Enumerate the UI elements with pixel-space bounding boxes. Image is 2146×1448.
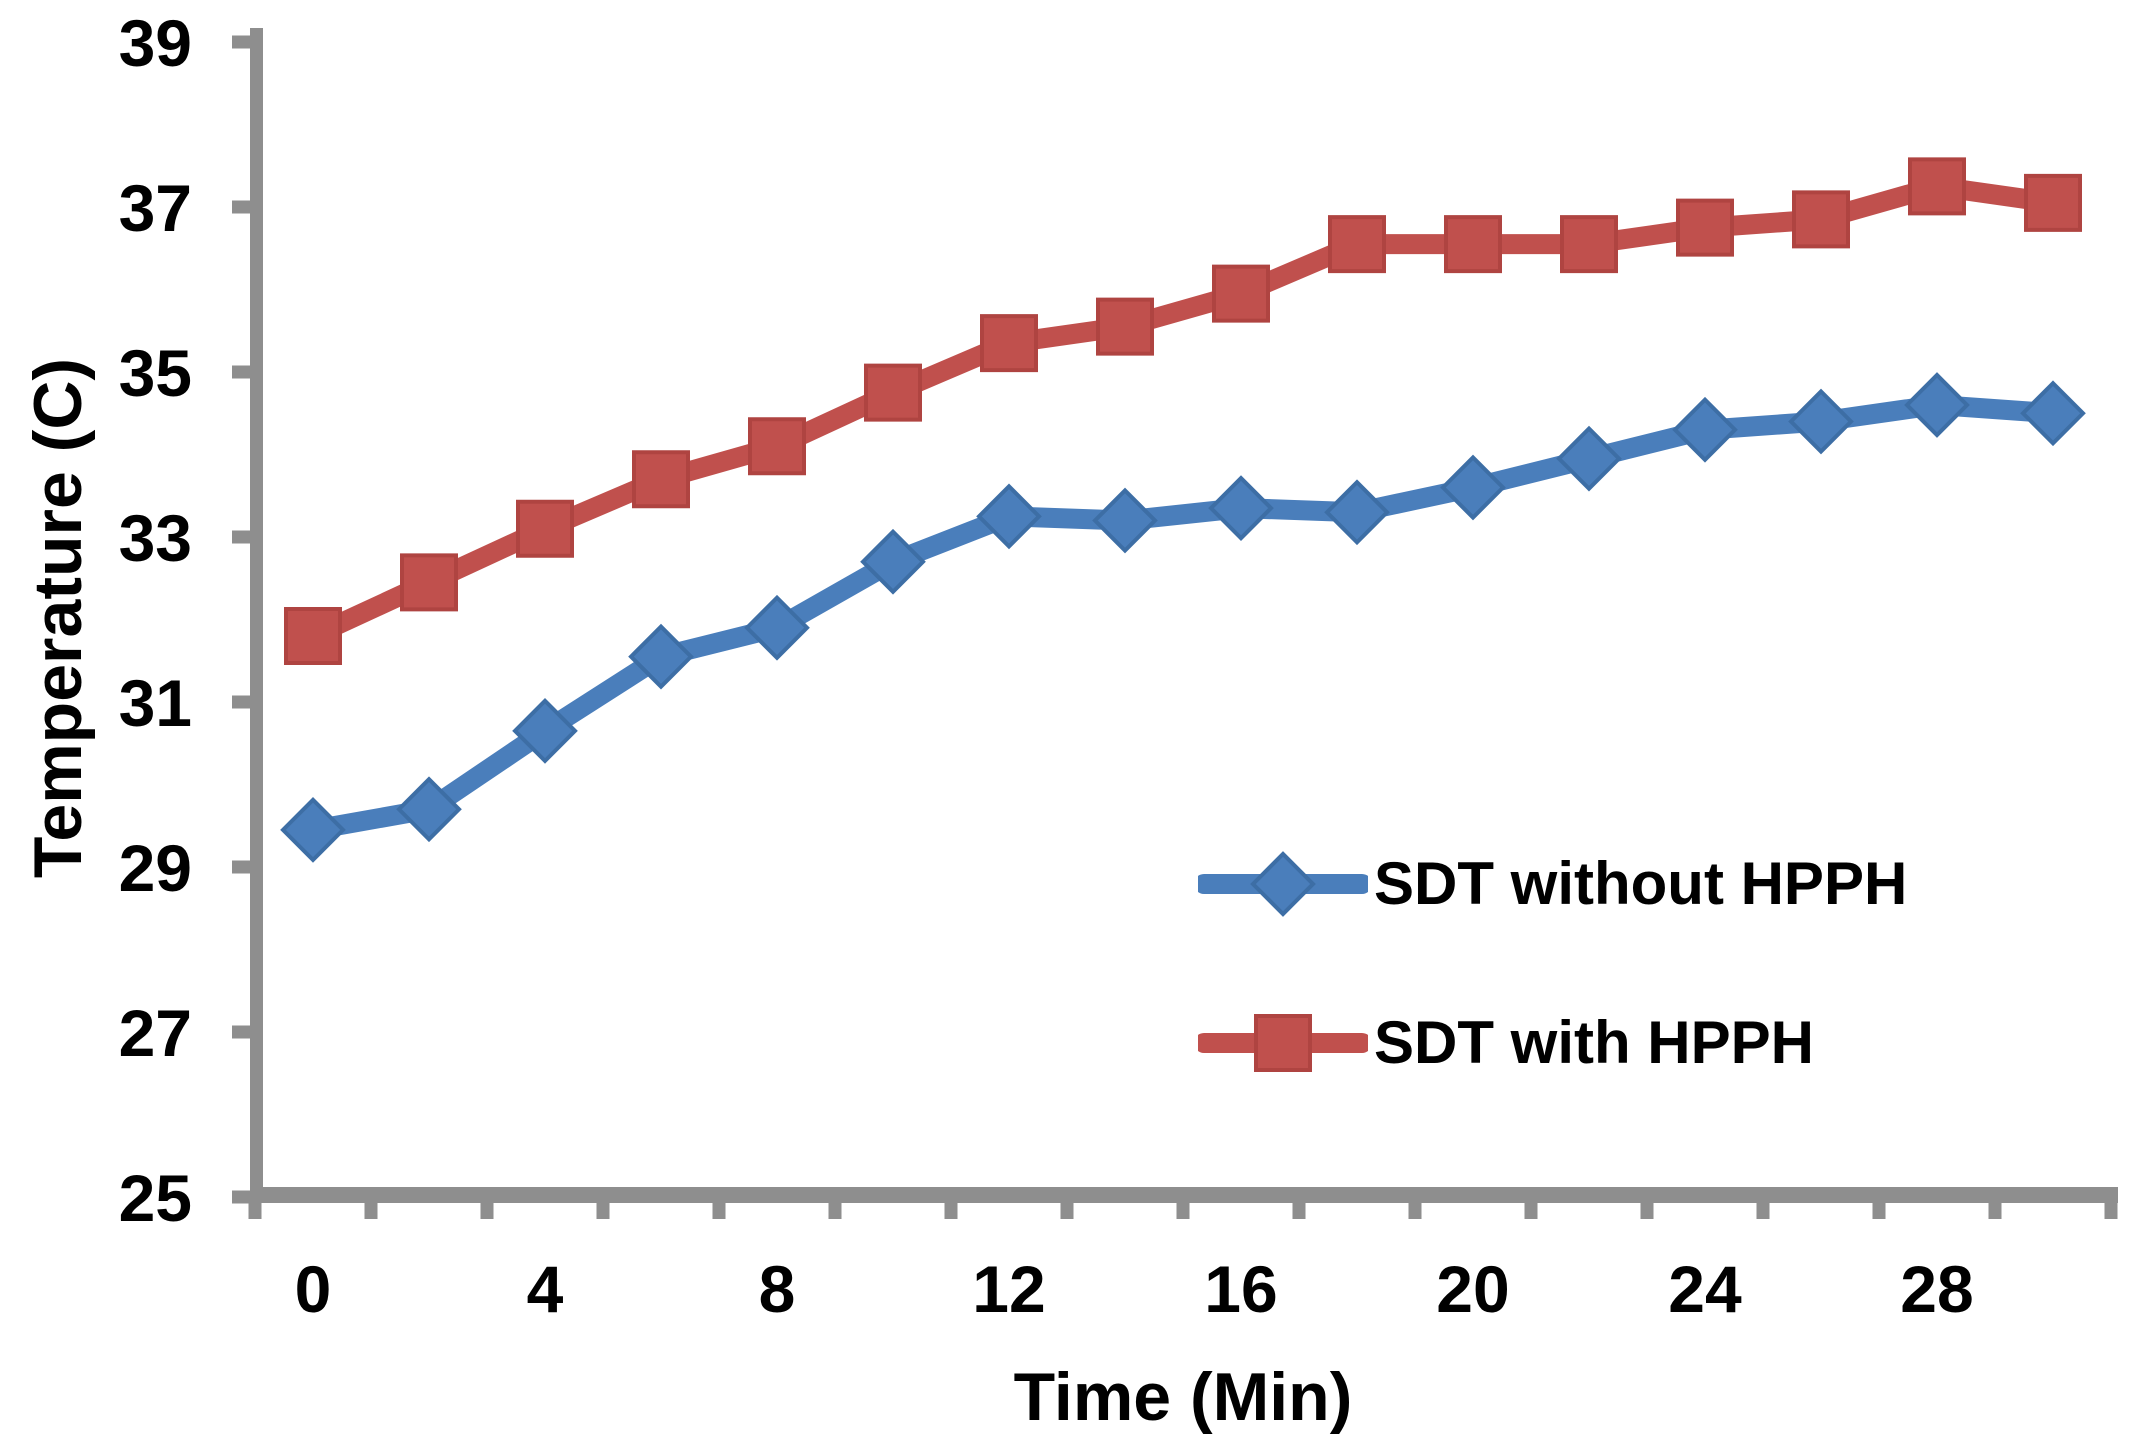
x-tick (1176, 1203, 1190, 1219)
data-point-marker (632, 450, 690, 509)
data-point-marker (1904, 372, 1970, 438)
x-tick (480, 1203, 494, 1219)
x-tick-label: 12 (972, 1252, 1045, 1326)
data-point-marker (1672, 396, 1738, 463)
x-tick (1524, 1203, 1538, 1219)
data-point-marker (284, 607, 342, 665)
data-point-marker (976, 483, 1042, 550)
data-point-marker (1556, 425, 1622, 492)
data-point-marker (1444, 215, 1502, 274)
y-tick-label: 33 (119, 501, 192, 575)
data-point-marker (1324, 479, 1390, 546)
data-point-marker (1092, 487, 1158, 554)
x-tick-label: 0 (295, 1252, 332, 1326)
x-axis-title: Time (Min) (1013, 1359, 1353, 1435)
data-point-marker (1328, 215, 1386, 274)
legend-item-sdt-with-hpph: SDT with HPPH (1198, 998, 1814, 1088)
y-axis-title: Temperature (C) (20, 357, 96, 879)
y-tick (232, 1190, 250, 1204)
data-point-marker (1096, 297, 1154, 356)
data-point-marker (400, 553, 458, 612)
y-tick (232, 530, 250, 544)
x-tick (596, 1203, 610, 1219)
x-tick-label: 24 (1668, 1252, 1742, 1326)
x-tick (248, 1203, 262, 1219)
y-axis-line (250, 28, 263, 1203)
x-tick (944, 1203, 958, 1219)
legend-marker-diamond-icon (1198, 851, 1368, 917)
data-point-marker (1440, 454, 1506, 521)
y-tick-label: 39 (119, 6, 192, 80)
y-tick (232, 860, 250, 874)
x-tick (1292, 1203, 1306, 1219)
x-tick (364, 1203, 378, 1219)
y-tick-label: 27 (119, 996, 192, 1070)
series-sdt-without-hpph (280, 372, 2086, 863)
legend-label: SDT without HPPH (1374, 850, 1908, 917)
data-point-marker (748, 417, 806, 476)
data-point-marker (1788, 388, 1854, 455)
series-sdt-with-hpph (284, 157, 2082, 665)
data-point-marker (516, 499, 574, 558)
data-point-marker (2020, 380, 2086, 447)
x-tick (2104, 1203, 2118, 1219)
data-point-marker (396, 776, 462, 843)
data-point-marker (1908, 157, 1966, 216)
legend-marker (1254, 1014, 1312, 1072)
data-point-marker (280, 797, 346, 863)
data-point-marker (628, 623, 694, 690)
x-tick (1408, 1203, 1422, 1219)
y-tick (232, 695, 250, 709)
x-tick-label: 28 (1900, 1252, 1973, 1326)
y-tick-label: 37 (119, 171, 192, 245)
data-point-marker (2024, 173, 2082, 232)
y-tick-label: 29 (119, 831, 192, 905)
x-tick (1060, 1203, 1074, 1219)
x-tick-label: 16 (1204, 1252, 1277, 1326)
y-tick (232, 1025, 250, 1039)
legend-item-sdt-without-hpph: SDT without HPPH (1198, 839, 1907, 929)
y-tick (232, 365, 250, 379)
x-tick-label: 4 (527, 1252, 564, 1326)
data-point-marker (980, 314, 1038, 373)
legend-marker-square-icon (1198, 1014, 1368, 1072)
series-line (303, 395, 2063, 840)
x-tick (1756, 1203, 1770, 1219)
y-tick-label: 35 (119, 336, 192, 410)
x-tick (712, 1203, 726, 1219)
data-point-marker (1212, 264, 1270, 323)
legend-marker (1250, 851, 1316, 917)
x-tick (828, 1203, 842, 1219)
y-tick-label: 25 (119, 1161, 192, 1235)
data-point-marker (1676, 198, 1734, 257)
x-tick (1872, 1203, 1886, 1219)
y-tick (232, 35, 250, 49)
data-point-marker (1208, 475, 1274, 541)
series-line (303, 176, 2063, 646)
data-point-marker (1792, 190, 1850, 249)
data-point-marker (744, 594, 810, 661)
y-tick-label: 31 (119, 666, 192, 740)
x-axis-line (250, 1187, 2118, 1203)
axes-group: 25 27 29 31 33 35 37 39 0 4 8 12 16 20 24 28 (119, 6, 2118, 1326)
data-point-marker (512, 698, 578, 764)
y-tick (232, 200, 250, 214)
legend-label: SDT with HPPH (1374, 1009, 1815, 1076)
x-tick-label: 8 (759, 1252, 796, 1326)
x-tick-label: 20 (1436, 1252, 1509, 1326)
data-point-marker (860, 528, 926, 595)
x-tick (1640, 1203, 1654, 1219)
data-point-marker (864, 363, 922, 422)
x-tick (1988, 1203, 2002, 1219)
data-point-marker (1560, 215, 1618, 274)
